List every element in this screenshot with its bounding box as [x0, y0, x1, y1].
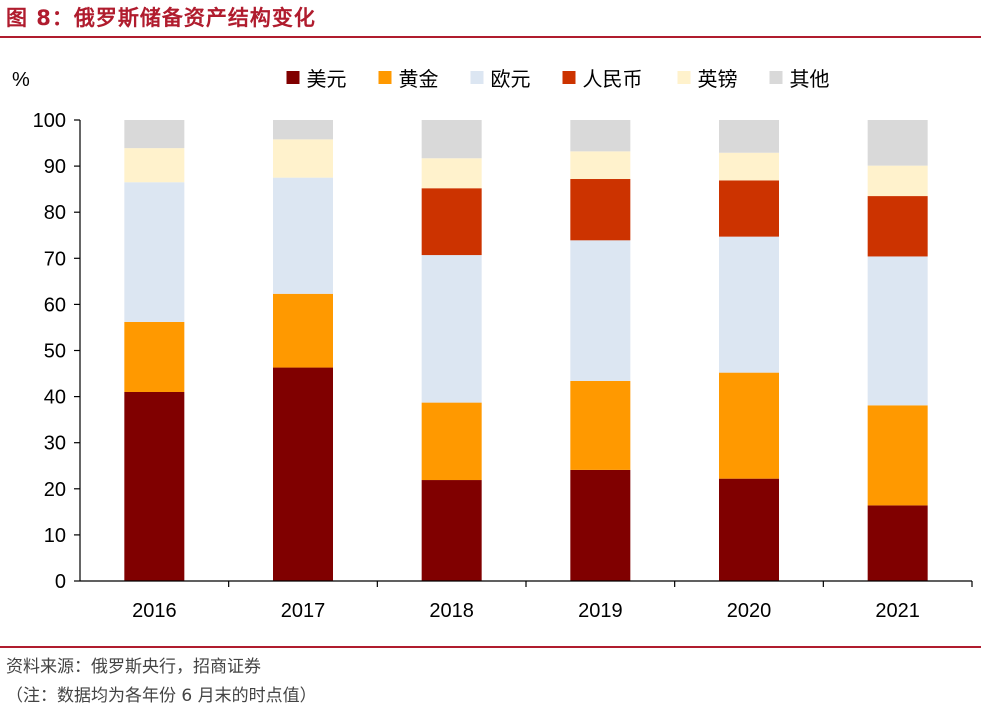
legend-label: 黄金 [399, 67, 439, 91]
legend-label: 英镑 [698, 67, 738, 91]
bar-segment-2021 [867, 256, 928, 406]
y-tick-label: 0 [55, 571, 66, 593]
bar-segment-2017 [273, 293, 333, 368]
x-tick-label: 2016 [132, 600, 177, 622]
bar-segment-2019 [570, 120, 631, 152]
bar-segment-2021 [867, 196, 928, 257]
bar-segment-2016 [124, 120, 185, 149]
bar-segment-2019 [570, 469, 631, 581]
bar-segment-2018 [421, 158, 482, 189]
y-tick-label: 100 [33, 110, 66, 132]
legend-label: 其他 [790, 67, 830, 91]
stacked-bar-chart: 美元 黄金 欧元 人民币 英镑 其他 % 0 10 20 30 40 50 60 70 80 90 100 2… [12, 67, 973, 622]
bar-segment-2021 [867, 505, 928, 581]
bar-segment-2016 [124, 391, 185, 581]
x-tick-label: 2020 [727, 600, 772, 622]
legend-swatch [562, 71, 576, 84]
bar-segment-2020 [719, 120, 779, 153]
bar-segment-2019 [570, 151, 631, 180]
legend-label: 人民币 [583, 67, 643, 91]
y-tick-label: 10 [44, 525, 66, 547]
data-note: （注：数据均为各年份 6 月末的时点值） [6, 686, 317, 706]
bar-segment-2019 [570, 380, 631, 470]
bar-segment-2018 [421, 255, 482, 403]
bar-segment-2018 [421, 120, 482, 159]
bar-segment-2016 [124, 321, 185, 392]
legend-label: 欧元 [491, 67, 531, 91]
y-tick-label: 20 [44, 479, 66, 501]
bar-segment-2018 [421, 480, 482, 581]
legend-swatch [769, 71, 783, 84]
bar-segment-2020 [719, 152, 779, 181]
y-tick-label: 60 [44, 294, 66, 316]
y-tick-label: 40 [44, 387, 66, 409]
bar-segment-2019 [570, 179, 631, 241]
bar-segment-2018 [421, 402, 482, 481]
bar-segment-2016 [124, 148, 185, 183]
y-axis-unit-label: % [12, 69, 30, 91]
legend-swatch [378, 71, 392, 84]
y-tick-label: 70 [44, 248, 66, 270]
y-tick-label: 90 [44, 156, 66, 178]
bar-segment-2020 [719, 478, 779, 581]
bar-segment-2019 [570, 240, 631, 381]
x-tick-label: 2019 [578, 600, 623, 622]
bar-segment-2020 [719, 236, 779, 373]
y-tick-label: 30 [44, 433, 66, 455]
bar-segment-2017 [273, 120, 333, 140]
legend-label: 美元 [307, 67, 347, 91]
x-tick-label: 2018 [429, 600, 474, 622]
legend-swatch [677, 71, 691, 84]
x-axis: 2016 2017 2018 2019 2020 2021 [80, 580, 973, 622]
title-divider [0, 36, 981, 38]
footer-divider [0, 646, 981, 648]
x-tick-label: 2017 [281, 600, 326, 622]
y-axis: 0 10 20 30 40 50 60 70 80 90 100 [33, 110, 81, 593]
legend-swatch [286, 71, 300, 84]
bar-segment-2021 [867, 120, 928, 166]
chart-title: 图 8：俄罗斯储备资产结构变化 [6, 6, 316, 30]
bars-area [124, 120, 928, 581]
bar-segment-2017 [273, 367, 333, 581]
bar-segment-2021 [867, 165, 928, 197]
legend: 美元 黄金 欧元 人民币 英镑 其他 [286, 67, 830, 91]
bar-segment-2018 [421, 188, 482, 256]
source-note: 资料来源：俄罗斯央行，招商证券 [6, 657, 261, 677]
bar-segment-2017 [273, 139, 333, 178]
y-tick-label: 50 [44, 341, 66, 363]
y-tick-label: 80 [44, 202, 66, 224]
bar-segment-2020 [719, 180, 779, 237]
bar-segment-2021 [867, 405, 928, 506]
legend-swatch [470, 71, 484, 84]
x-tick-label: 2021 [875, 600, 920, 622]
bar-segment-2020 [719, 372, 779, 479]
bar-segment-2017 [273, 177, 333, 294]
bar-segment-2016 [124, 182, 185, 322]
